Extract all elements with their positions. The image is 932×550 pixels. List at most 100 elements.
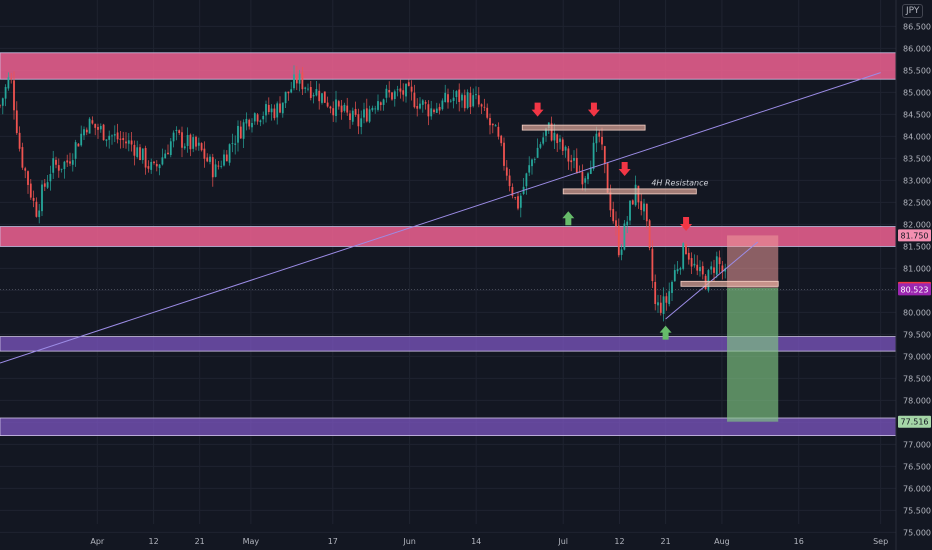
candle [38,203,41,224]
trendline-layer[interactable] [0,72,881,364]
candle-body [43,183,46,187]
candle-body [301,72,304,90]
candle [374,105,377,114]
candle [424,100,427,110]
candle-body [542,137,545,144]
candle [60,168,63,173]
candle-body [402,90,405,95]
candle [312,92,315,104]
y-tick-label: 83.500 [903,154,931,163]
candle-body [589,167,592,174]
candle [346,97,349,116]
candle-body [461,94,463,101]
candle-body [612,208,615,222]
candle [77,142,80,147]
candle [66,154,69,167]
candle-body [405,83,407,97]
candle [195,135,197,151]
candle [315,80,318,97]
candle-body [427,104,430,117]
x-tick-label: 21 [195,537,205,546]
candle [298,69,301,92]
candle-body [85,129,88,133]
candle [455,90,458,105]
candle [461,92,463,108]
candle [433,108,435,114]
candle-body [332,108,335,116]
candle-body [295,74,298,84]
candle-body [197,142,200,146]
candle-body [536,147,539,158]
candle [561,137,564,156]
candle [430,100,433,120]
candle-body [99,125,102,130]
candle-body [525,173,528,187]
y-tick-label: 81.000 [903,264,931,273]
candle-body [97,127,99,130]
candle-body [626,221,629,226]
candle-body [223,154,225,166]
candle [626,215,629,234]
candle [83,126,85,141]
candle [256,112,259,125]
candle [80,125,83,147]
candle-body [80,133,83,146]
y-tick-label: 82.000 [903,220,931,229]
candle [284,91,287,108]
candle [253,112,256,125]
candle [24,166,27,179]
price-label-text: 81.750 [901,231,929,240]
candle [46,174,49,189]
candle [402,83,405,102]
candle-body [609,191,612,211]
level-box-layer[interactable] [521,124,779,287]
candle-body [472,95,475,107]
candle-body [503,142,505,166]
candle [475,86,477,100]
candle-body [682,243,685,269]
zone-layer [0,52,897,437]
candle [531,158,533,175]
candle-body [648,220,651,248]
candle [343,102,346,113]
candle [175,126,178,141]
candle [673,264,676,282]
candle [242,119,245,148]
candle-body [615,220,617,227]
candle [276,101,279,125]
candle-body [690,258,693,267]
candle-body [399,88,402,92]
candle-body [550,123,553,141]
candle [287,91,290,101]
candle [245,112,248,131]
position-tool[interactable] [727,235,779,422]
candle-body [144,148,147,168]
y-tick-label: 83.000 [903,176,931,185]
currency-label[interactable]: JPY [902,4,924,18]
candle [295,66,298,91]
candle-body [10,78,13,80]
candle-body [601,136,603,145]
candle [32,190,35,208]
candle-body [570,160,573,163]
candle [158,164,161,176]
candle [391,91,393,101]
candle [676,260,679,274]
candle [382,98,385,111]
candle [601,127,603,151]
candle-body [225,154,228,162]
candle [113,125,116,143]
y-tick-label: 86.000 [903,44,931,53]
candle [444,84,447,103]
candle-body [116,132,119,140]
candle [435,102,438,113]
candle-body [329,106,332,109]
candle [508,168,511,192]
candle-body [575,157,578,174]
candle [262,111,265,125]
time-axis[interactable]: Apr 12 21 May 17 Jun 14 Jul 12 21 Aug 16 Sep [90,537,888,546]
candle [265,100,267,123]
candle [214,159,217,178]
candle-body [183,146,186,149]
